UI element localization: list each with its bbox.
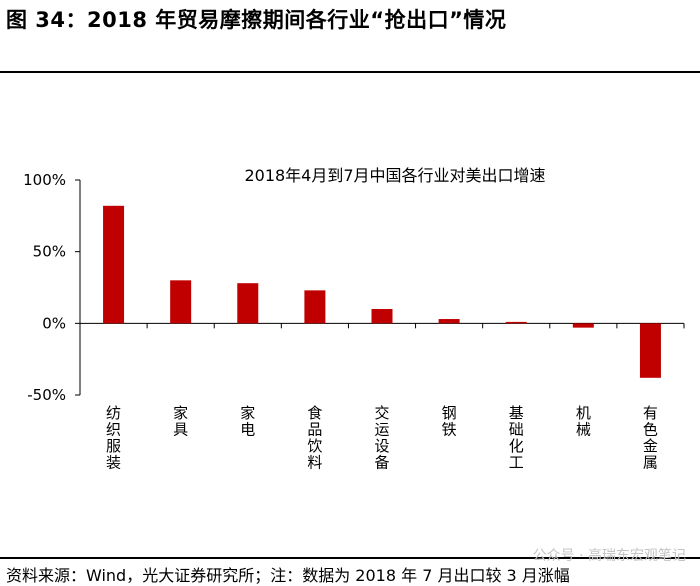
bar-3 [237, 283, 259, 324]
bar-9 [639, 323, 661, 378]
y-tick-label: -50% [27, 386, 66, 404]
chart-title: 2018年4月到7月中国各行业对美出口增速 [244, 166, 545, 185]
source-note: 资料来源：Wind，光大证券研究所；注：数据为 2018 年 7 月出口较 3 … [6, 566, 570, 585]
bar-4 [304, 290, 326, 324]
bar-8 [572, 323, 594, 328]
category-label: 基础化工 [509, 404, 524, 472]
bar-2 [170, 280, 192, 324]
bar-6 [438, 319, 460, 324]
top-rule [0, 71, 700, 73]
category-label: 有色金属 [643, 404, 658, 472]
watermark: 公众号 · 高瑞东宏观笔记 [532, 548, 686, 564]
y-ticks: 100% 50% 0% -50% [23, 171, 80, 404]
y-tick-label: 100% [23, 171, 66, 189]
category-labels: 纺织服装 家具 家电 食品饮料 交运设备 钢铁 基础化工 机械 有色金属 [106, 404, 658, 472]
category-label: 机械 [576, 404, 591, 439]
category-label: 钢铁 [442, 404, 457, 439]
y-tick-label: 0% [42, 314, 66, 332]
figure-title: 图 34：2018 年贸易摩擦期间各行业“抢出口”情况 [6, 8, 507, 32]
bars [103, 205, 661, 378]
category-label: 家电 [240, 404, 255, 439]
bar-7 [505, 321, 527, 324]
category-label: 交运设备 [374, 404, 389, 472]
bar-1 [103, 205, 125, 324]
category-label: 家具 [173, 404, 188, 439]
y-tick-label: 50% [33, 243, 66, 261]
x-ticks [79, 323, 685, 329]
category-label: 纺织服装 [106, 404, 121, 472]
bottom-rule [0, 557, 700, 559]
category-label: 食品饮料 [307, 404, 322, 472]
bar-5 [371, 309, 393, 324]
